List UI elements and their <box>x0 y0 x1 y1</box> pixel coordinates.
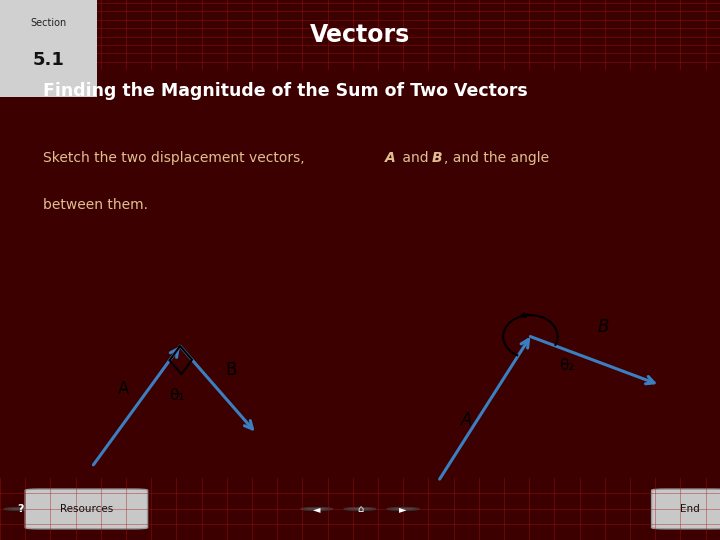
Text: Vectors: Vectors <box>310 23 410 47</box>
Text: θ₂: θ₂ <box>559 357 575 373</box>
Text: Sketch the two displacement vectors,: Sketch the two displacement vectors, <box>43 151 309 165</box>
Text: B: B <box>432 151 443 165</box>
Text: and: and <box>398 151 433 165</box>
Text: Finding the Magnitude of the Sum of Two Vectors: Finding the Magnitude of the Sum of Two … <box>43 82 528 100</box>
Text: θ₁: θ₁ <box>169 388 185 403</box>
FancyBboxPatch shape <box>0 0 100 100</box>
Text: ?: ? <box>17 504 24 514</box>
FancyBboxPatch shape <box>652 489 720 529</box>
Text: , and the angle: , and the angle <box>444 151 549 165</box>
Text: 5.1: 5.1 <box>32 51 65 69</box>
Text: Section: Section <box>30 18 67 28</box>
Text: B: B <box>225 361 236 379</box>
Text: ◄: ◄ <box>313 504 320 514</box>
Text: Resources: Resources <box>60 504 113 514</box>
Text: B: B <box>598 318 608 336</box>
Circle shape <box>387 508 419 510</box>
Text: ⌂: ⌂ <box>357 504 363 514</box>
Text: End: End <box>680 504 700 514</box>
Circle shape <box>4 508 36 510</box>
Text: A: A <box>117 380 129 398</box>
FancyBboxPatch shape <box>25 489 148 529</box>
Text: between them.: between them. <box>43 198 148 212</box>
Text: A: A <box>462 411 472 429</box>
Circle shape <box>344 508 376 510</box>
Circle shape <box>301 508 333 510</box>
Text: A: A <box>385 151 396 165</box>
Text: ►: ► <box>400 504 407 514</box>
